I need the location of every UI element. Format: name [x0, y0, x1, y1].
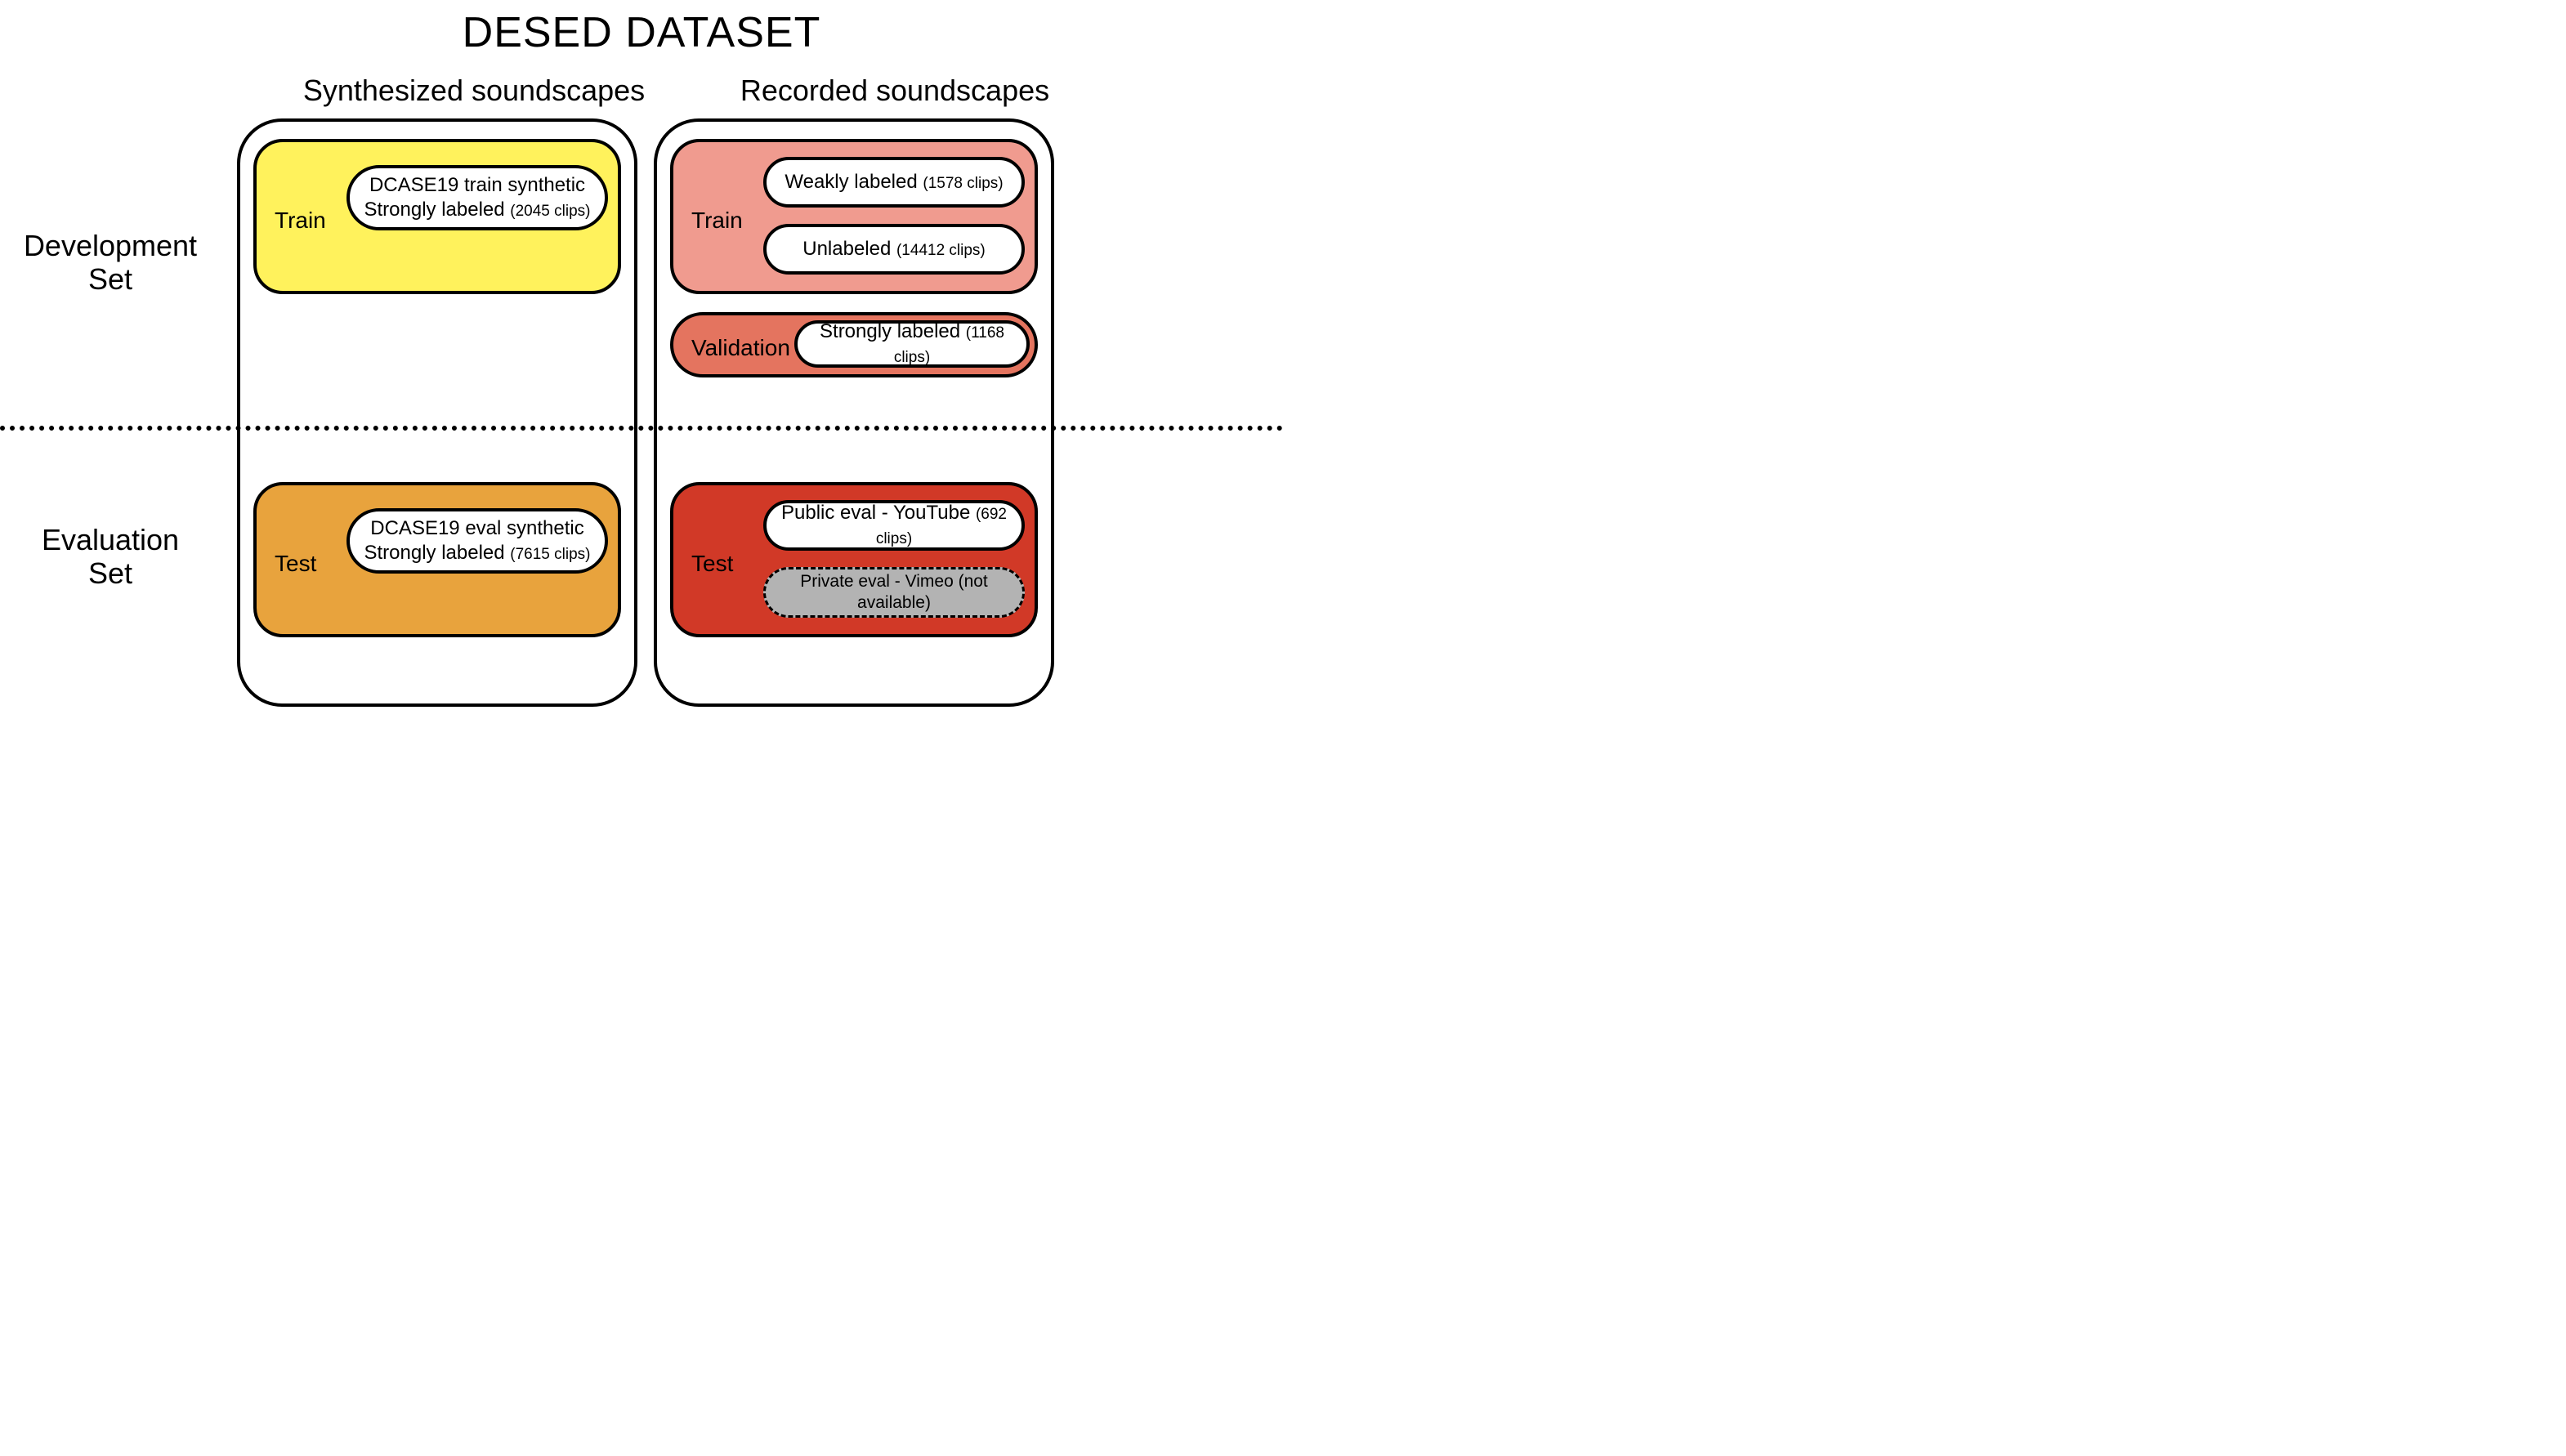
pill-line: Strongly labeled (7615 clips): [364, 541, 591, 565]
pill-line: Public eval - YouTube (692 clips): [775, 501, 1013, 550]
pill-synth-train: DCASE19 train synthetic Strongly labeled…: [346, 165, 608, 230]
pill-line: DCASE19 eval synthetic: [370, 516, 583, 541]
row-label-development: DevelopmentSet: [8, 229, 212, 297]
pill-count: (2045 clips): [510, 203, 590, 220]
pill-rec-train-unlabeled: Unlabeled (14412 clips): [763, 224, 1025, 275]
pill-rec-validation: Strongly labeled (1168 clips): [794, 320, 1030, 368]
column-header-synthesized: Synthesized soundscapes: [298, 74, 650, 108]
pill-rec-train-weak: Weakly labeled (1578 clips): [763, 157, 1025, 208]
pill-rec-test-public: Public eval - YouTube (692 clips): [763, 500, 1025, 551]
pill-line: Unlabeled (14412 clips): [802, 237, 986, 261]
block-label-synth-train: Train: [275, 208, 326, 234]
pill-rec-test-private: Private eval - Vimeo (not available): [763, 567, 1025, 618]
row-label-evaluation: EvaluationSet: [8, 523, 212, 591]
pill-line: DCASE19 train synthetic: [369, 173, 585, 198]
set-divider: [0, 426, 1283, 431]
block-rec-test: Test Public eval - YouTube (692 clips) P…: [670, 482, 1038, 637]
pill-text: Public eval - YouTube: [781, 502, 976, 524]
pill-synth-test: DCASE19 eval synthetic Strongly labeled …: [346, 508, 608, 574]
block-rec-validation: Validation Strongly labeled (1168 clips): [670, 312, 1038, 377]
pill-line: Weakly labeled (1578 clips): [785, 170, 1003, 194]
pill-text: Strongly labeled: [364, 542, 511, 564]
column-header-recorded: Recorded soundscapes: [719, 74, 1071, 108]
pill-line: Strongly labeled (1168 clips): [806, 319, 1018, 368]
pill-count: (14412 clips): [896, 242, 986, 259]
diagram-title: DESED DATASET: [0, 8, 1283, 57]
block-rec-train: Train Weakly labeled (1578 clips) Unlabe…: [670, 139, 1038, 294]
pill-text: Unlabeled: [802, 238, 896, 260]
pill-text: Strongly labeled: [364, 199, 511, 221]
block-synth-train: Train DCASE19 train synthetic Strongly l…: [253, 139, 621, 294]
pill-line: Strongly labeled (2045 clips): [364, 198, 591, 222]
pill-line: Private eval - Vimeo (not available): [774, 571, 1014, 614]
block-label-rec-test: Test: [691, 551, 733, 577]
pill-count: (7615 clips): [510, 546, 590, 563]
block-label-synth-test: Test: [275, 551, 316, 577]
block-label-rec-train: Train: [691, 208, 743, 234]
block-synth-test: Test DCASE19 eval synthetic Strongly lab…: [253, 482, 621, 637]
pill-count: (1578 clips): [923, 175, 1003, 192]
pill-text: Weakly labeled: [785, 171, 923, 193]
block-label-rec-validation: Validation: [691, 335, 790, 361]
pill-text: Strongly labeled: [820, 320, 966, 342]
